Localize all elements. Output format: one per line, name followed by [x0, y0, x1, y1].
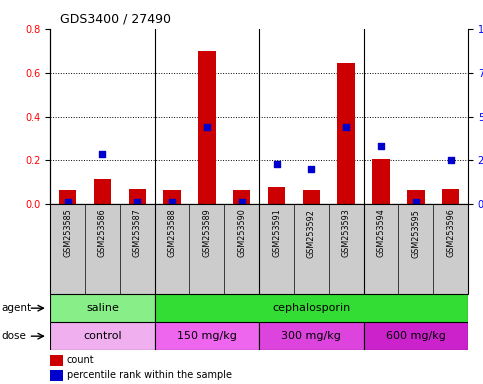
Text: GSM253595: GSM253595 — [412, 209, 420, 258]
Point — [342, 123, 350, 129]
Text: GSM253593: GSM253593 — [341, 209, 351, 257]
Bar — [303, 190, 320, 204]
Bar — [372, 159, 390, 204]
Bar — [233, 190, 250, 204]
Text: dose: dose — [1, 331, 26, 341]
Text: 600 mg/kg: 600 mg/kg — [386, 331, 446, 341]
Bar — [442, 189, 459, 204]
Text: 300 mg/kg: 300 mg/kg — [282, 331, 341, 341]
Point — [64, 199, 71, 205]
Text: GSM253586: GSM253586 — [98, 209, 107, 257]
Bar — [163, 190, 181, 204]
Bar — [94, 179, 111, 204]
Point — [203, 123, 211, 129]
Text: agent: agent — [1, 303, 31, 313]
Bar — [128, 189, 146, 204]
Text: percentile rank within the sample: percentile rank within the sample — [67, 371, 232, 381]
Bar — [259, 322, 364, 350]
Bar — [268, 187, 285, 204]
Bar — [155, 294, 468, 322]
Point — [273, 161, 281, 167]
Point — [412, 199, 420, 205]
Text: GSM253592: GSM253592 — [307, 209, 316, 258]
Point — [168, 199, 176, 205]
Bar — [407, 190, 425, 204]
Point — [238, 199, 245, 205]
Text: cephalosporin: cephalosporin — [272, 303, 351, 313]
Point — [377, 143, 385, 149]
Text: GDS3400 / 27490: GDS3400 / 27490 — [60, 12, 171, 25]
Text: GSM253589: GSM253589 — [202, 209, 212, 257]
Text: GSM253585: GSM253585 — [63, 209, 72, 257]
Bar — [50, 355, 63, 366]
Point — [133, 199, 141, 205]
Bar — [198, 51, 215, 204]
Point — [447, 157, 455, 163]
Text: saline: saline — [86, 303, 119, 313]
Text: GSM253587: GSM253587 — [133, 209, 142, 257]
Text: 150 mg/kg: 150 mg/kg — [177, 331, 237, 341]
Text: count: count — [67, 356, 95, 366]
Bar — [364, 322, 468, 350]
Text: GSM253588: GSM253588 — [168, 209, 177, 257]
Point — [308, 166, 315, 172]
Text: GSM253590: GSM253590 — [237, 209, 246, 257]
Text: GSM253594: GSM253594 — [376, 209, 385, 257]
Bar — [50, 294, 155, 322]
Bar — [50, 322, 155, 350]
Text: GSM253596: GSM253596 — [446, 209, 455, 257]
Text: control: control — [83, 331, 122, 341]
Bar — [155, 322, 259, 350]
Point — [99, 151, 106, 157]
Bar — [50, 370, 63, 381]
Bar — [59, 190, 76, 204]
Text: GSM253591: GSM253591 — [272, 209, 281, 257]
Bar — [338, 63, 355, 204]
